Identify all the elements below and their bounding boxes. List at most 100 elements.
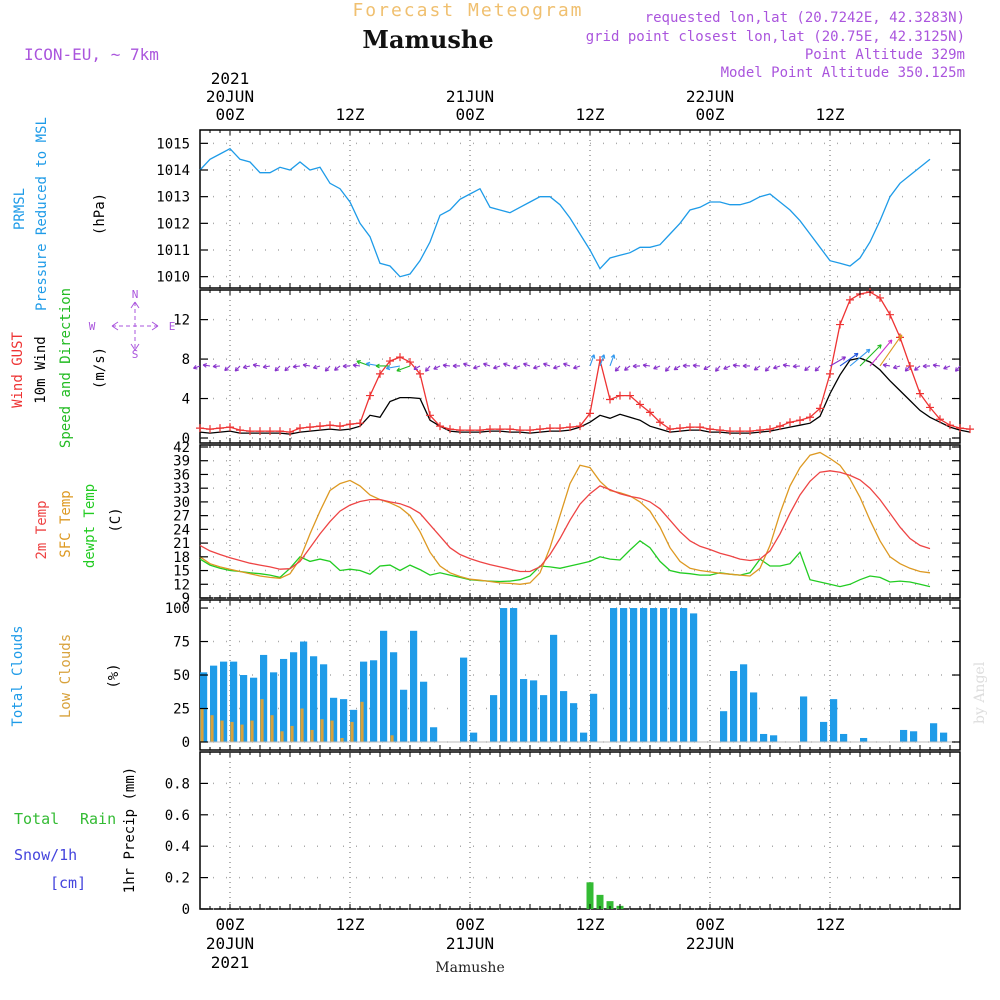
bar-total-clouds xyxy=(490,695,498,742)
wind-direction-arrow xyxy=(523,362,531,367)
gust-point xyxy=(466,426,474,435)
label-hpa: (hPa) xyxy=(92,193,108,235)
gust-point xyxy=(706,425,714,434)
gust-point xyxy=(526,426,534,435)
bar-total-clouds xyxy=(380,630,388,742)
gust-point xyxy=(966,425,974,434)
wind-direction-arrow xyxy=(473,365,481,370)
bar-low-clouds xyxy=(280,731,284,742)
wind-direction-arrow xyxy=(224,365,231,372)
bar-low-clouds xyxy=(220,720,224,742)
wind-direction-arrow xyxy=(859,344,882,367)
gust-point xyxy=(876,293,884,302)
label-speed-direction: Speed and Direction xyxy=(58,288,74,448)
bar-total-clouds xyxy=(750,692,758,742)
wind-direction-arrow xyxy=(202,363,211,368)
info-gridpoint: grid point closest lon,lat (20.75E, 42.3… xyxy=(586,29,965,45)
gust-point xyxy=(646,408,654,417)
ytick-label-wind: 4 xyxy=(182,392,190,408)
bar-total-clouds xyxy=(330,697,338,742)
gust-point xyxy=(816,404,824,413)
gust-point xyxy=(396,353,404,362)
label-10m-wind: 10m Wind xyxy=(33,336,49,403)
compass-w: W xyxy=(89,320,96,333)
gust-point xyxy=(586,409,594,418)
bar-total-clouds xyxy=(300,641,308,742)
gust-point xyxy=(416,369,424,378)
bar-total-clouds xyxy=(610,608,618,742)
bar-total-clouds xyxy=(590,693,598,742)
gust-point xyxy=(516,426,524,435)
bar-total-clouds xyxy=(200,672,208,742)
bottom-time-label: 00Z xyxy=(216,915,245,934)
wind-direction-arrow xyxy=(642,363,651,368)
top-time-label: 00Z xyxy=(216,105,245,124)
bar-total-clouds xyxy=(280,658,288,742)
bar-total-clouds xyxy=(840,733,848,742)
wind-direction-arrow xyxy=(703,365,711,370)
wind-direction-arrow xyxy=(324,365,331,372)
ytick-label-temperature: 12 xyxy=(173,577,190,593)
bar-total-clouds xyxy=(640,608,648,742)
gust-point xyxy=(316,422,324,431)
credit-watermark: by Angel xyxy=(972,661,988,724)
bar-total-clouds xyxy=(240,675,248,742)
wind-direction-arrow xyxy=(614,365,621,372)
bottom-time-label: 22JUN xyxy=(686,934,734,953)
ytick-label-temperature: 42 xyxy=(173,440,190,456)
bar-total-clouds xyxy=(370,660,378,742)
wind-direction-arrow xyxy=(589,354,596,367)
wind-direction-arrow xyxy=(932,363,941,368)
ytick-label-pressure: 1014 xyxy=(156,163,190,179)
bar-total-clouds xyxy=(470,732,478,742)
wind-direction-arrow xyxy=(753,365,761,371)
bar-low-clouds xyxy=(260,699,264,742)
gust-point xyxy=(826,369,834,378)
wind-direction-arrow xyxy=(904,365,911,372)
footer-station: Mamushe xyxy=(435,960,504,976)
ytick-label-wind: 12 xyxy=(173,313,190,329)
gust-point xyxy=(296,424,304,433)
info-model-alt: Model Point Altitude 350.125m xyxy=(721,65,965,81)
series-sfc-temp xyxy=(199,451,931,585)
ytick-label-clouds: 100 xyxy=(165,601,190,617)
wind-direction-arrow xyxy=(493,365,501,370)
grid-layer xyxy=(200,130,960,910)
bar-low-clouds xyxy=(250,720,254,742)
wind-direction-arrow xyxy=(342,363,351,369)
wind-direction-arrow xyxy=(302,362,311,368)
bar-total-clouds xyxy=(930,723,938,742)
gust-point xyxy=(346,420,354,429)
ytick-label-temperature: 24 xyxy=(173,522,190,538)
series-dewpt-temp xyxy=(199,539,931,588)
gust-point xyxy=(336,422,344,431)
ytick-label-temperature: 9 xyxy=(182,591,190,607)
gust-point xyxy=(636,400,644,409)
gust-point xyxy=(906,361,914,370)
compass-s: S xyxy=(132,348,139,361)
gust-point xyxy=(556,424,564,433)
ytick-label-pressure: 1010 xyxy=(156,270,190,286)
gust-point xyxy=(286,428,294,437)
bar-total-clouds xyxy=(820,721,828,742)
bar-total-clouds xyxy=(740,664,748,742)
wind-direction-arrow xyxy=(543,362,551,367)
gust-point xyxy=(626,391,634,400)
top-time-label: 21JUN xyxy=(446,87,494,106)
ytick-label-clouds: 0 xyxy=(182,735,190,751)
bar-total-clouds xyxy=(770,735,778,742)
wind-direction-arrow xyxy=(274,365,281,372)
bar-low-clouds xyxy=(340,737,344,742)
ytick-label-clouds: 25 xyxy=(173,702,190,718)
gust-point xyxy=(436,422,444,431)
label-2m-temp: 2m Temp xyxy=(34,500,50,559)
wind-direction-arrow xyxy=(284,365,291,372)
gust-point xyxy=(426,411,434,420)
bar-low-clouds xyxy=(310,729,314,742)
gust-point xyxy=(926,403,934,412)
label-precip-mm: 1hr Precip (mm) xyxy=(122,767,138,893)
bar-total-clouds xyxy=(520,679,528,742)
top-time-label: 20JUN xyxy=(206,87,254,106)
gust-point xyxy=(776,422,784,431)
ytick-label-temperature: 36 xyxy=(173,467,190,483)
